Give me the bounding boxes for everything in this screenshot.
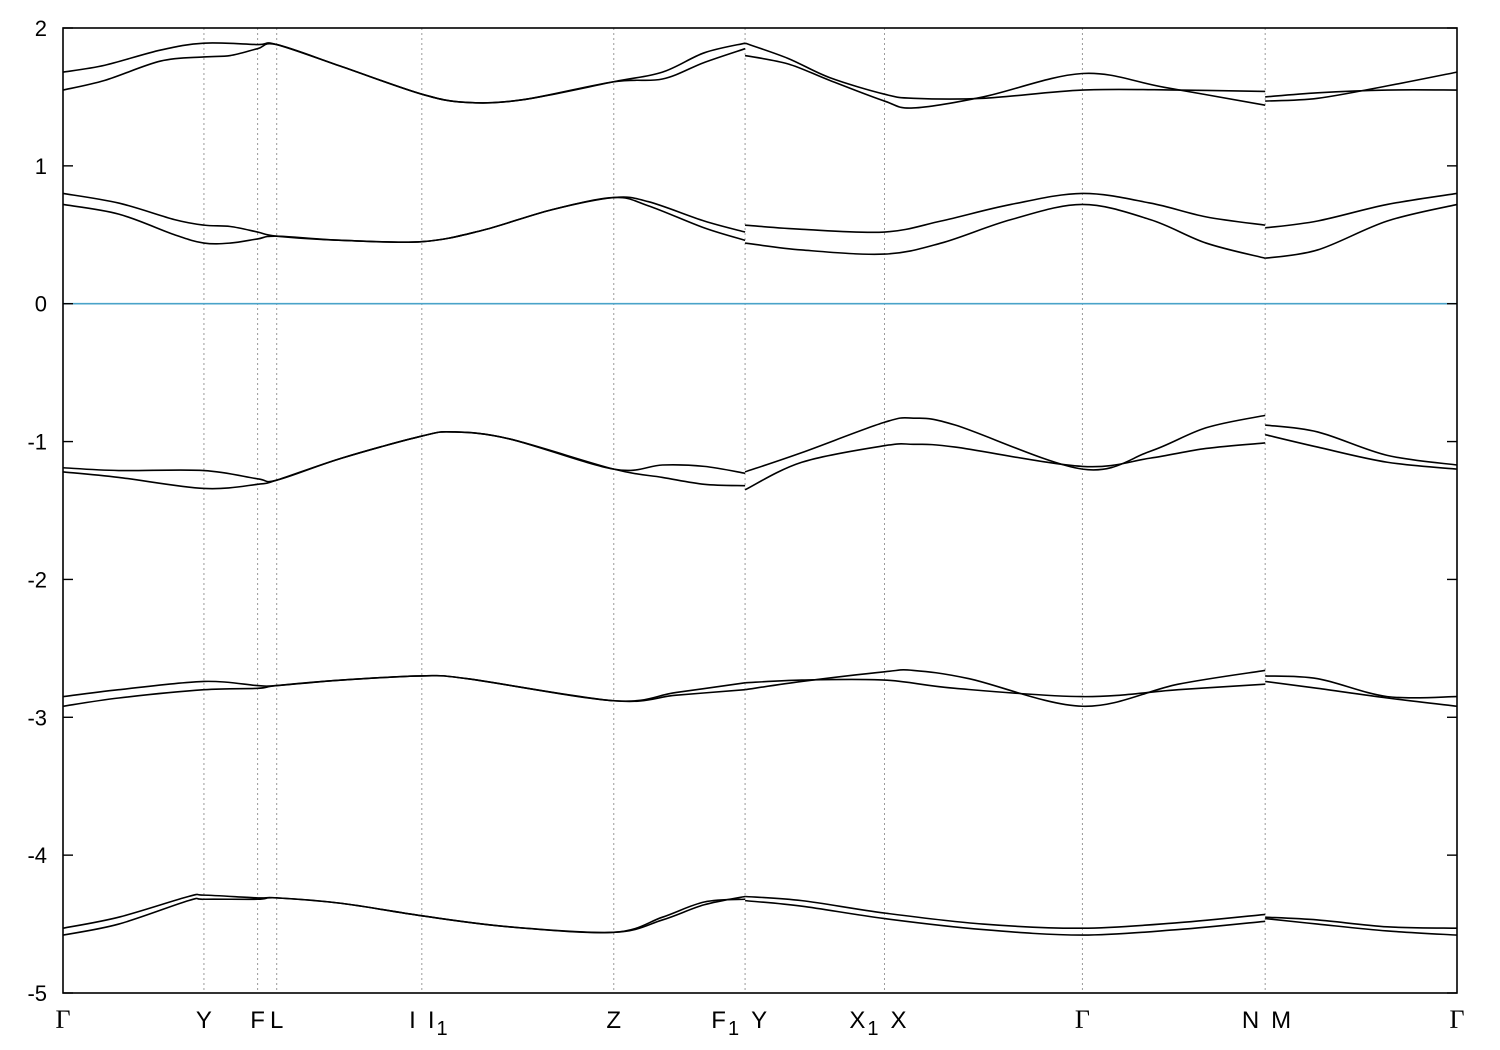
band-line-18 (1265, 424, 1458, 466)
plot-border (62, 27, 1458, 994)
band-line-11 (1265, 192, 1458, 229)
band-line-19 (62, 674, 746, 702)
band-line-27 (745, 895, 1266, 930)
kpoint-label: I (409, 1007, 416, 1034)
kpoint-label: Z (606, 1007, 621, 1034)
kpoint-label: Y (196, 1007, 212, 1034)
band-line-2 (62, 42, 746, 104)
kpoint-label: M (1271, 1007, 1291, 1034)
kpoint-label: Γ (1449, 1005, 1464, 1034)
y-tick-label: -1 (27, 430, 47, 455)
band-line-14 (62, 430, 746, 490)
band-line-22 (744, 669, 1266, 708)
kpoint-label: N (1242, 1007, 1259, 1034)
band-line-30 (1265, 917, 1458, 936)
band-line-3 (744, 42, 1266, 100)
band-line-1 (62, 42, 746, 104)
y-tick-label: -2 (27, 567, 47, 592)
band-line-12 (1265, 203, 1458, 260)
band-line-9 (745, 192, 1266, 234)
y-tick-label: 0 (35, 292, 47, 317)
y-tick-label: -4 (27, 843, 47, 868)
kpoint-label: X (890, 1007, 906, 1034)
high-symmetry-gridlines (203, 28, 1266, 993)
band-line-10 (744, 203, 1266, 259)
band-line-26 (62, 895, 746, 936)
band-line-15 (744, 414, 1266, 473)
kpoint-label: Γ (55, 1005, 70, 1034)
band-line-17 (1265, 433, 1458, 470)
y-tick-label: -5 (27, 981, 47, 1006)
y-tick-label: 2 (35, 16, 47, 41)
band-line-29 (1265, 916, 1458, 930)
kpoint-label: F (250, 1007, 265, 1034)
band-lines (62, 42, 1458, 936)
y-axis-ticks: 2 1 0 -1 -2 -3 -4 -5 (27, 16, 1457, 1006)
band-line-23 (1265, 675, 1458, 699)
band-line-16 (744, 442, 1266, 491)
y-tick-label: -3 (27, 705, 47, 730)
band-line-8 (62, 196, 746, 245)
band-line-4 (744, 54, 1266, 109)
kpoint-label: Γ (1075, 1005, 1090, 1034)
plot-frame (62, 27, 1458, 994)
kpoint-label: L (270, 1007, 283, 1034)
band-line-5 (1265, 89, 1458, 98)
kpoint-label: Y (751, 1007, 767, 1034)
band-line-6 (1265, 71, 1458, 102)
band-line-20 (62, 674, 746, 708)
band-line-7 (62, 192, 746, 244)
y-tick-label: 1 (35, 154, 47, 179)
band-line-28 (745, 899, 1266, 936)
band-line-24 (1265, 680, 1458, 708)
